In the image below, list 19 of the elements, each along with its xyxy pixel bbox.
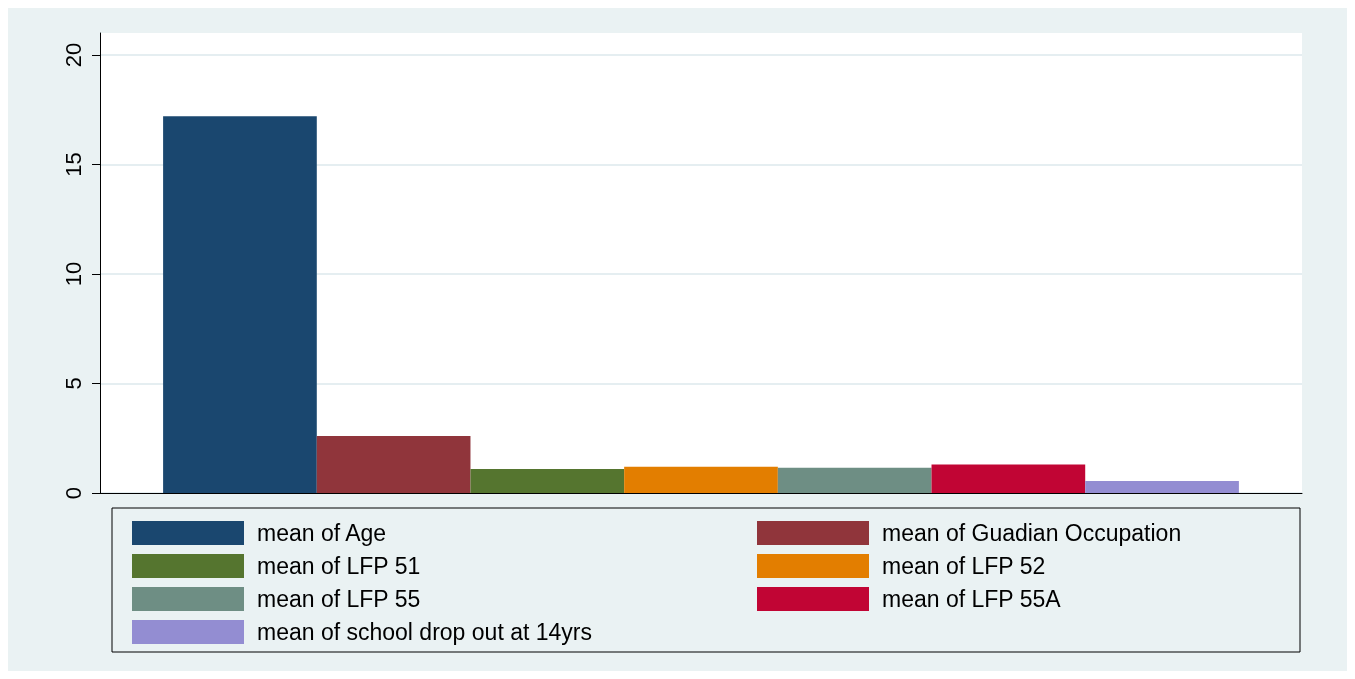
legend-label: mean of school drop out at 14yrs	[257, 619, 592, 645]
legend-label: mean of Guadian Occupation	[882, 520, 1182, 546]
bar	[316, 436, 471, 493]
legend-label: mean of LFP 52	[882, 553, 1046, 579]
legend-label: mean of LFP 51	[257, 553, 421, 579]
y-tick-label: 15	[60, 152, 86, 177]
bar	[931, 464, 1086, 493]
legend-label: mean of Age	[257, 520, 387, 546]
y-tick-label: 5	[60, 377, 86, 390]
y-tick-label: 0	[60, 486, 86, 500]
legend-label: mean of LFP 55	[257, 586, 421, 612]
bar	[624, 466, 778, 493]
y-tick-label: 20	[60, 42, 86, 68]
bar	[1085, 480, 1239, 493]
y-tick-label: 10	[60, 261, 86, 287]
bar	[777, 467, 932, 493]
legend-label: mean of LFP 55A	[882, 586, 1062, 612]
bar	[470, 468, 625, 493]
bar	[163, 116, 317, 493]
